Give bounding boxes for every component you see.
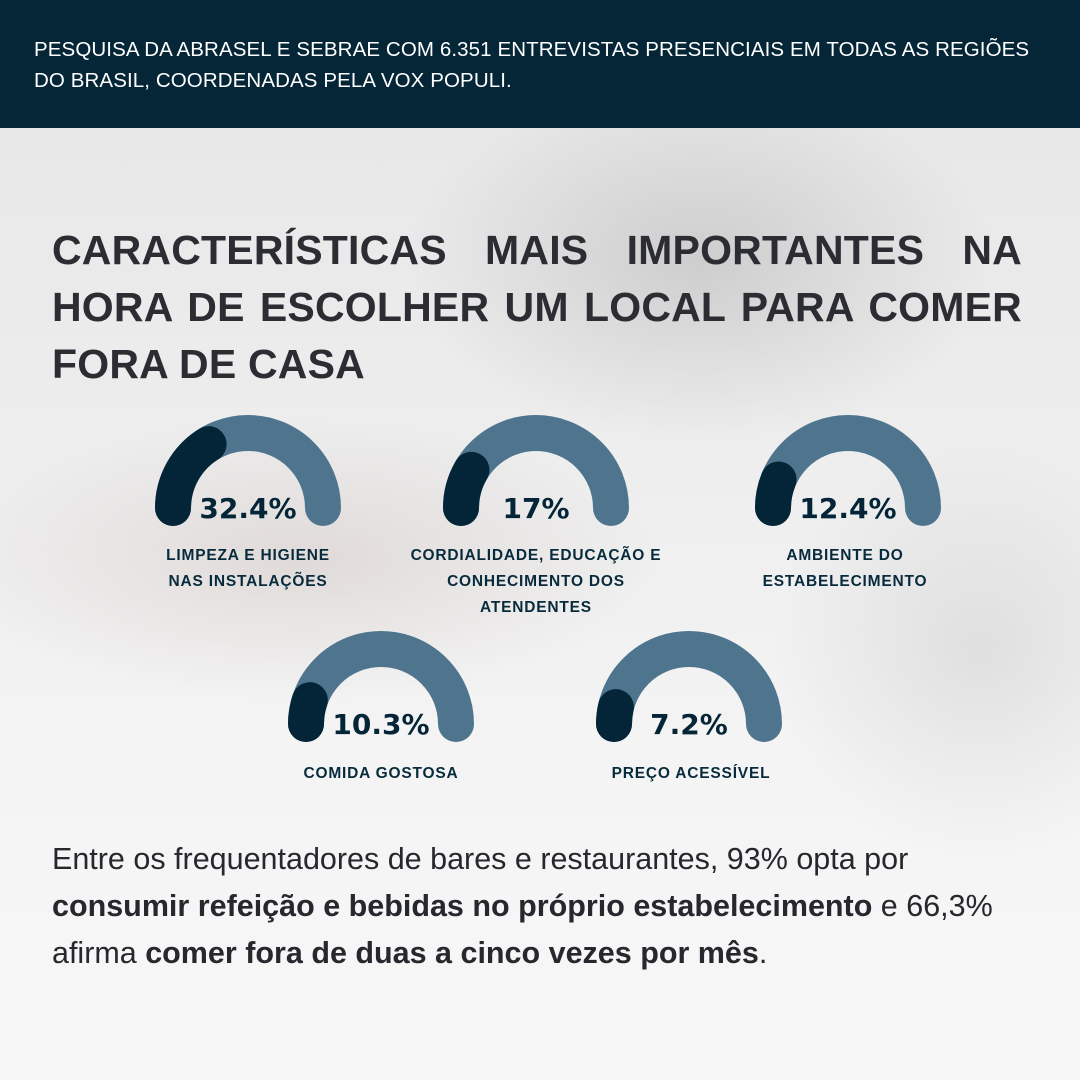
footer-text-2: e 66,3% afirma — [52, 889, 993, 970]
gauge-label-2: CORDIALIDADE, EDUCAÇÃO E CONHECIMENTO DO… — [410, 547, 662, 616]
footer-text-1: Entre os frequentadores de bares e resta… — [52, 842, 909, 876]
footer-paragraph: Entre os frequentadores de bares e resta… — [52, 836, 1042, 977]
footer-bold-1: consumir refeição e bebidas no próprio e… — [52, 889, 873, 923]
gauge-value: 17% — [502, 492, 569, 525]
gauge-3: 12.4% — [755, 415, 941, 526]
gauge-value: 32.4% — [199, 492, 296, 525]
gauge-value: 12.4% — [799, 492, 896, 525]
footer-text-3: . — [758, 936, 768, 970]
gauge-4: 10.3% — [288, 631, 474, 742]
gauge-fill — [155, 426, 227, 526]
gauge-fill — [596, 689, 634, 742]
header-text: PESQUISA DA ABRASEL E SEBRAE COM 6.351 E… — [34, 38, 1030, 92]
gauge-fill — [755, 461, 797, 526]
gauge-label-3: AMBIENTE DO ESTABELECIMENTO — [762, 547, 928, 590]
gauge-5: 7.2% — [596, 631, 782, 742]
footer-bold-2: comer fora de duas a cinco vezes por mês — [145, 936, 759, 970]
header-banner: PESQUISA DA ABRASEL E SEBRAE COM 6.351 E… — [0, 0, 1080, 128]
gauge-1: 32.4% — [155, 415, 341, 526]
gauge-fill — [443, 451, 490, 526]
gauge-2: 17% — [443, 415, 629, 526]
gauge-value: 10.3% — [332, 708, 429, 741]
gauge-label-4: COMIDA GOSTOSA — [303, 765, 459, 782]
chart-title: CARACTERÍSTICAS MAIS IMPORTANTES NA HORA… — [52, 227, 1022, 387]
gauge-label-1: LIMPEZA E HIGIENE NAS INSTALAÇÕES — [166, 547, 330, 590]
gauge-value: 7.2% — [650, 708, 728, 741]
gauge-label-5: PREÇO ACESSÍVEL — [611, 765, 771, 782]
gauge-fill — [288, 682, 328, 742]
